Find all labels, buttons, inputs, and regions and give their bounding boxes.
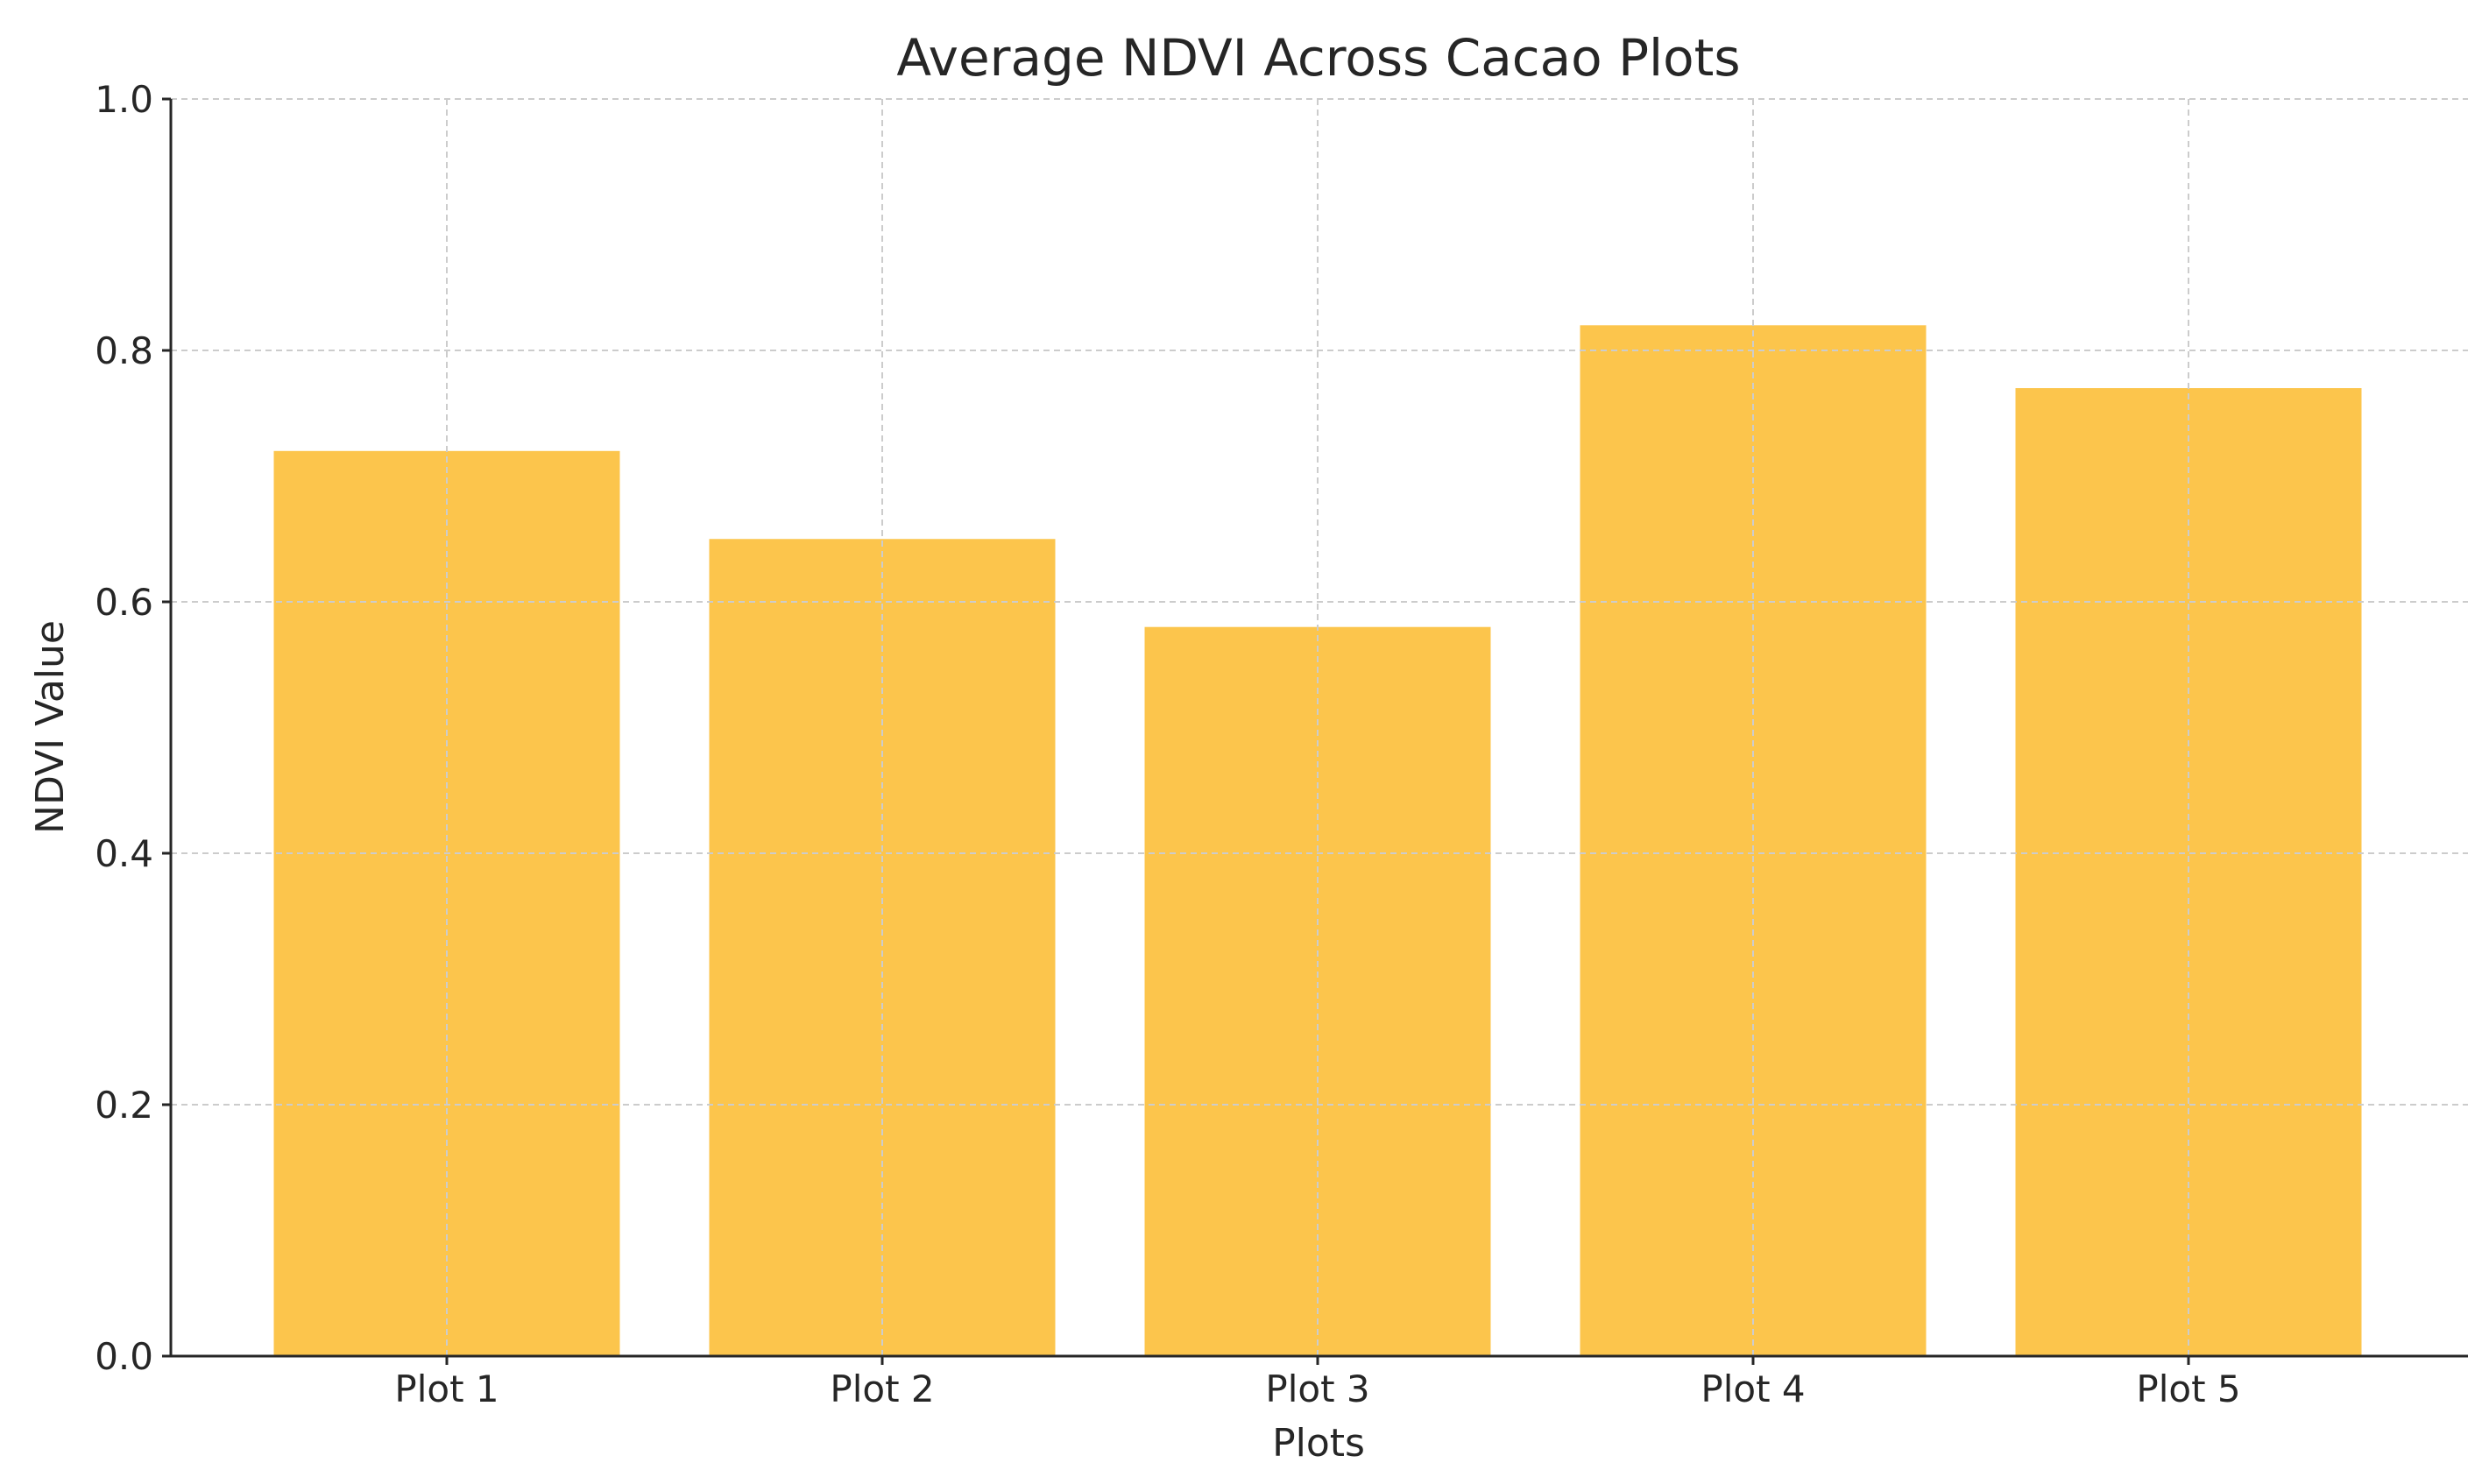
y-tick-label: 0.4	[95, 832, 153, 875]
x-tick-label: Plot 1	[394, 1367, 499, 1410]
x-tick-label: Plot 5	[2136, 1367, 2240, 1410]
y-tick-label: 1.0	[95, 78, 153, 121]
bar-plot-2	[709, 539, 1056, 1356]
y-tick-label: 0.2	[95, 1084, 153, 1127]
y-tick-label: 0.0	[95, 1335, 153, 1378]
y-axis-label: NDVI Value	[28, 620, 73, 834]
chart-title: Average NDVI Across Cacao Plots	[896, 28, 1740, 88]
y-tick-label: 0.8	[95, 329, 153, 372]
y-axis-ticks: 0.0 0.2 0.4 0.6 0.8 1.0	[95, 78, 171, 1378]
x-axis-ticks: Plot 1 Plot 2 Plot 3 Plot 4 Plot 5	[394, 1356, 2241, 1410]
x-tick-label: Plot 2	[830, 1367, 934, 1410]
x-axis-label: Plots	[1272, 1421, 1365, 1466]
axes-spine	[169, 99, 2468, 1358]
x-tick-label: Plot 4	[1701, 1367, 1805, 1410]
y-tick-label: 0.6	[95, 581, 153, 624]
x-tick-label: Plot 3	[1265, 1367, 1369, 1410]
